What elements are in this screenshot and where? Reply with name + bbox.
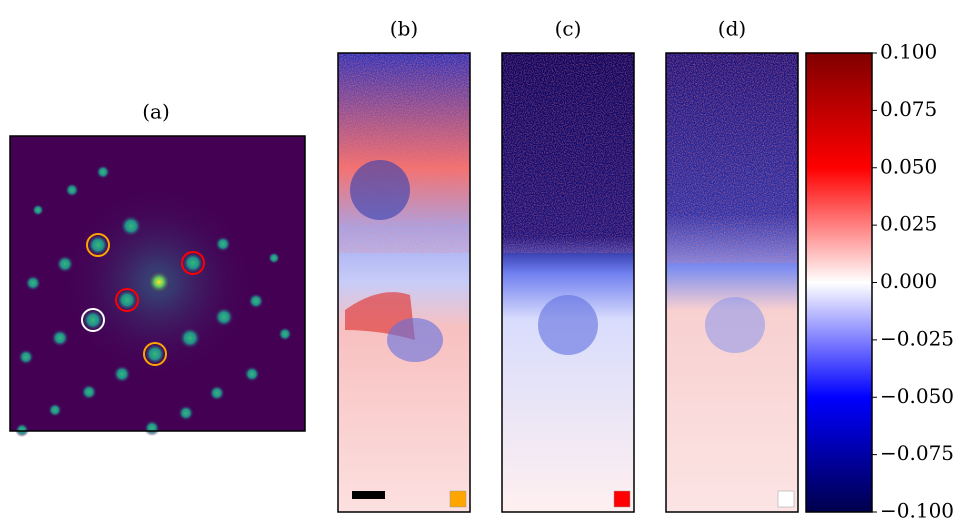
scale-bar — [352, 491, 385, 499]
y-tick-label: −0.075 — [880, 441, 954, 465]
spot-markers — [81, 233, 205, 366]
y-tick-label: 0.000 — [880, 269, 937, 293]
panel-label: (a) — [142, 100, 170, 124]
y-tick-label: 0.100 — [880, 40, 937, 64]
diffraction-image — [10, 136, 305, 437]
spot-swatch — [777, 490, 795, 508]
spot-swatch — [613, 490, 631, 508]
spot-swatch — [449, 490, 467, 508]
strain-map — [338, 53, 470, 512]
frame — [9, 135, 306, 432]
panel-label: (b) — [390, 17, 418, 41]
y-tick-label: 0.050 — [880, 154, 937, 178]
y-tick-label: 0.075 — [880, 97, 937, 121]
panel-label: (c) — [555, 17, 582, 41]
y-tick-label: 0.025 — [880, 212, 937, 236]
strain-map — [502, 53, 634, 512]
frame — [337, 52, 799, 513]
strain-map — [666, 53, 798, 512]
colorbar — [805, 52, 873, 513]
y-tick-label: −0.050 — [880, 384, 954, 408]
panel-label: (d) — [718, 17, 746, 41]
y-tick-label: −0.025 — [880, 326, 954, 350]
y-tick-label: −0.100 — [880, 499, 954, 523]
